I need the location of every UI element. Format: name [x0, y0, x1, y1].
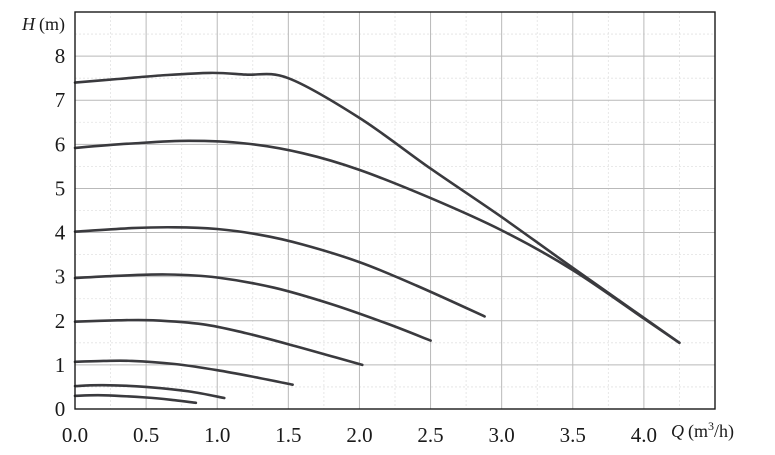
x-tick-label: 0.0	[62, 423, 88, 447]
x-tick-label: 4.0	[631, 423, 657, 447]
x-tick-label: 2.5	[417, 423, 443, 447]
x-axis-unit: (m	[688, 421, 708, 442]
minor-grid	[75, 12, 715, 409]
y-tick-label: 3	[55, 265, 66, 289]
x-tick-label: 1.0	[204, 423, 230, 447]
performance-curves	[73, 71, 681, 405]
x-axis-title: Q (m3/h)	[671, 419, 734, 442]
y-tick-label: 1	[55, 353, 66, 377]
x-tick-labels: 0.0 0.5 1.0 1.5 2.0 2.5 3.0 3.5 4.0	[62, 423, 657, 447]
y-tick-label: 2	[55, 309, 66, 333]
x-tick-label: 3.0	[489, 423, 515, 447]
performance-curve	[73, 318, 364, 367]
major-grid	[74, 11, 716, 410]
x-tick-label: 2.0	[346, 423, 372, 447]
y-axis-unit: (m)	[39, 14, 65, 35]
x-axis-variable: Q	[671, 421, 684, 441]
y-tick-label: 0	[55, 397, 66, 421]
plot-frame	[74, 11, 716, 410]
y-tick-label: 7	[55, 88, 66, 112]
performance-curve	[73, 359, 294, 386]
y-tick-label: 4	[55, 221, 66, 245]
x-tick-label: 3.5	[560, 423, 586, 447]
performance-curve	[73, 393, 198, 405]
y-axis-variable: H	[21, 14, 36, 34]
y-tick-label: 6	[55, 132, 66, 156]
performance-curve	[73, 71, 681, 345]
x-axis-unit-tail: /h)	[714, 421, 734, 442]
y-tick-label: 5	[55, 176, 66, 200]
x-axis-unit-superscript: 3	[708, 419, 714, 433]
performance-curve	[73, 225, 486, 318]
performance-curve	[73, 273, 432, 342]
y-tick-labels: 0 1 2 3 4 5 6 7 8	[55, 44, 66, 421]
performance-curve	[73, 139, 681, 345]
y-tick-label: 8	[55, 44, 66, 68]
y-axis-title: H (m)	[21, 14, 65, 35]
x-tick-label: 1.5	[275, 423, 301, 447]
performance-curve	[73, 383, 226, 400]
x-tick-label: 0.5	[133, 423, 159, 447]
